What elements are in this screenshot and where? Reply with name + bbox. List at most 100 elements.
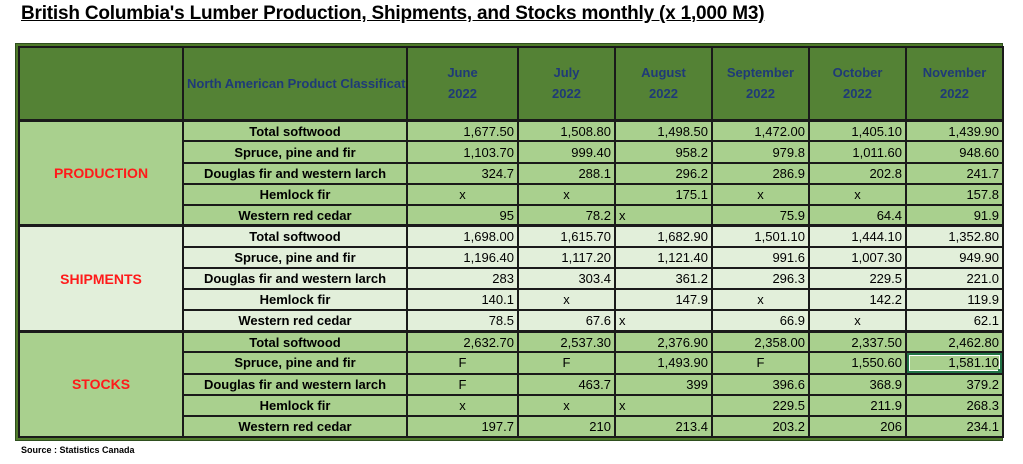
value-cell[interactable]: 361.2: [614, 267, 713, 291]
value-cell[interactable]: 213.4: [614, 414, 713, 439]
row-label[interactable]: Douglas fir and western larch: [182, 267, 408, 291]
value-cell[interactable]: 286.9: [711, 161, 810, 185]
value-cell[interactable]: 1,352.80: [905, 224, 1004, 248]
value-cell[interactable]: 268.3: [905, 393, 1004, 417]
header-blank-cell[interactable]: [18, 45, 184, 122]
header-month-june[interactable]: June 2022: [406, 45, 519, 122]
row-label[interactable]: Western red cedar: [182, 414, 408, 439]
value-cell[interactable]: x: [517, 393, 616, 417]
value-cell[interactable]: 66.9: [711, 309, 810, 333]
value-cell[interactable]: 999.40: [517, 140, 616, 164]
value-cell[interactable]: 119.9: [905, 288, 1004, 312]
section-label-production[interactable]: PRODUCTION: [18, 118, 184, 227]
value-cell[interactable]: x: [614, 309, 713, 333]
value-cell[interactable]: x: [711, 288, 810, 312]
value-cell[interactable]: 1,011.60: [808, 140, 907, 164]
value-cell[interactable]: 463.7: [517, 372, 616, 396]
value-cell[interactable]: 91.9: [905, 203, 1004, 227]
value-cell[interactable]: 2,462.80: [905, 329, 1004, 354]
value-cell[interactable]: 2,376.90: [614, 329, 713, 354]
value-cell[interactable]: 211.9: [808, 393, 907, 417]
value-cell[interactable]: 1,444.10: [808, 224, 907, 248]
value-cell[interactable]: 1,007.30: [808, 245, 907, 270]
value-cell[interactable]: F: [406, 372, 519, 396]
row-label[interactable]: Total softwood: [182, 329, 408, 354]
row-label[interactable]: Western red cedar: [182, 309, 408, 333]
value-cell[interactable]: 1,498.50: [614, 118, 713, 143]
value-cell[interactable]: F: [711, 351, 810, 375]
value-cell[interactable]: 379.2: [905, 372, 1004, 396]
value-cell[interactable]: 368.9: [808, 372, 907, 396]
value-cell[interactable]: 283: [406, 267, 519, 291]
value-cell[interactable]: 142.2: [808, 288, 907, 312]
value-cell[interactable]: 296.2: [614, 161, 713, 185]
value-cell[interactable]: 1,698.00: [406, 224, 519, 248]
header-month-october[interactable]: October 2022: [808, 45, 907, 122]
value-cell[interactable]: 229.5: [711, 393, 810, 417]
row-label[interactable]: Spruce, pine and fir: [182, 245, 408, 270]
value-cell[interactable]: 206: [808, 414, 907, 439]
value-cell[interactable]: 1,682.90: [614, 224, 713, 248]
value-cell[interactable]: 1,501.10: [711, 224, 810, 248]
row-label[interactable]: Douglas fir and western larch: [182, 372, 408, 396]
value-cell[interactable]: 1,508.80: [517, 118, 616, 143]
value-cell[interactable]: 202.8: [808, 161, 907, 185]
value-cell[interactable]: 1,493.90: [614, 351, 713, 375]
value-cell[interactable]: 1,405.10: [808, 118, 907, 143]
row-label[interactable]: Hemlock fir: [182, 182, 408, 206]
value-cell[interactable]: x: [406, 393, 519, 417]
row-label[interactable]: Total softwood: [182, 224, 408, 248]
value-cell[interactable]: 241.7: [905, 161, 1004, 185]
header-month-august[interactable]: August 2022: [614, 45, 713, 122]
value-cell[interactable]: 2,337.50: [808, 329, 907, 354]
value-cell[interactable]: 296.3: [711, 267, 810, 291]
value-cell[interactable]: 1,117.20: [517, 245, 616, 270]
value-cell[interactable]: 1,677.50: [406, 118, 519, 143]
value-cell[interactable]: 234.1: [905, 414, 1004, 439]
value-cell[interactable]: 991.6: [711, 245, 810, 270]
value-cell[interactable]: x: [711, 182, 810, 206]
header-napcs[interactable]: North American Product Classification Sy…: [182, 45, 408, 122]
header-month-july[interactable]: July 2022: [517, 45, 616, 122]
value-cell[interactable]: 1,196.40: [406, 245, 519, 270]
row-label[interactable]: Total softwood: [182, 118, 408, 143]
value-cell[interactable]: x: [517, 182, 616, 206]
value-cell[interactable]: 210: [517, 414, 616, 439]
value-cell[interactable]: 1,472.00: [711, 118, 810, 143]
value-cell[interactable]: 147.9: [614, 288, 713, 312]
value-cell[interactable]: x: [808, 309, 907, 333]
value-cell[interactable]: 1,103.70: [406, 140, 519, 164]
header-month-november[interactable]: November 2022: [905, 45, 1004, 122]
value-cell[interactable]: 958.2: [614, 140, 713, 164]
value-cell[interactable]: 399: [614, 372, 713, 396]
value-cell[interactable]: x: [517, 288, 616, 312]
section-label-stocks[interactable]: STOCKS: [18, 329, 184, 438]
value-cell[interactable]: 221.0: [905, 267, 1004, 291]
value-cell[interactable]: F: [517, 351, 616, 375]
value-cell[interactable]: 288.1: [517, 161, 616, 185]
row-label[interactable]: Spruce, pine and fir: [182, 351, 408, 375]
value-cell[interactable]: 2,632.70: [406, 329, 519, 354]
value-cell[interactable]: 948.60: [905, 140, 1004, 164]
value-cell[interactable]: x: [614, 393, 713, 417]
row-label[interactable]: Hemlock fir: [182, 288, 408, 312]
section-label-shipments[interactable]: SHIPMENTS: [18, 224, 184, 333]
row-label[interactable]: Western red cedar: [182, 203, 408, 227]
fill-handle[interactable]: [998, 368, 1001, 372]
value-cell[interactable]: 157.8: [905, 182, 1004, 206]
value-cell[interactable]: 1,121.40: [614, 245, 713, 270]
value-cell[interactable]: 1,615.70: [517, 224, 616, 248]
header-month-september[interactable]: September 2022: [711, 45, 810, 122]
value-cell[interactable]: 62.1: [905, 309, 1004, 333]
value-cell[interactable]: 324.7: [406, 161, 519, 185]
value-cell[interactable]: 75.9: [711, 203, 810, 227]
row-label[interactable]: Hemlock fir: [182, 393, 408, 417]
value-cell[interactable]: 396.6: [711, 372, 810, 396]
value-cell[interactable]: 95: [406, 203, 519, 227]
value-cell[interactable]: 303.4: [517, 267, 616, 291]
value-cell[interactable]: 2,358.00: [711, 329, 810, 354]
value-cell[interactable]: 67.6: [517, 309, 616, 333]
row-label[interactable]: Spruce, pine and fir: [182, 140, 408, 164]
value-cell[interactable]: 949.90: [905, 245, 1004, 270]
value-cell[interactable]: x: [406, 182, 519, 206]
